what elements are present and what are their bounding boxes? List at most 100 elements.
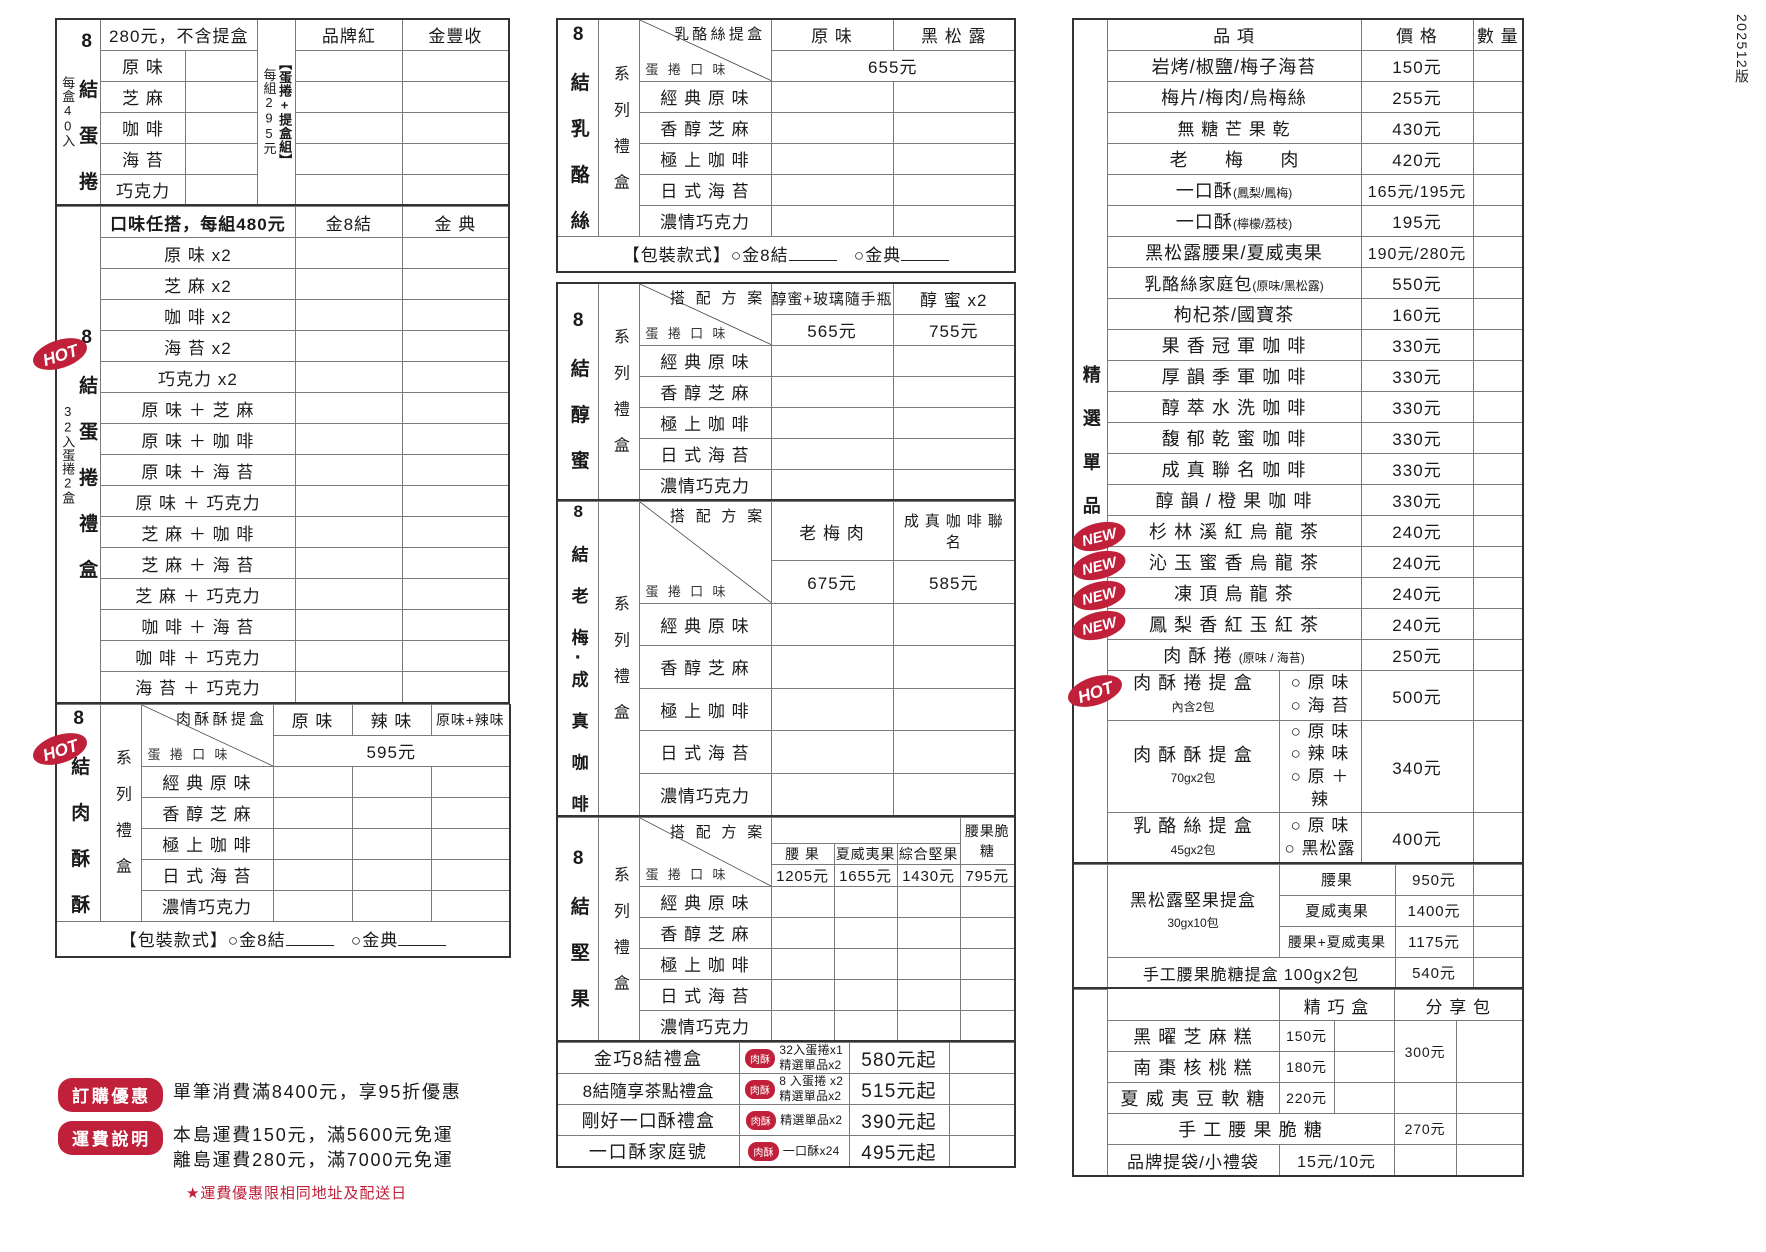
cheese-package-blank2[interactable] [901, 260, 950, 262]
meatfloss-qty-a-0[interactable] [272, 765, 353, 798]
giftbox-qty-a-1[interactable] [295, 268, 403, 300]
cake-share-2[interactable] [1393, 1082, 1457, 1115]
meatfloss-package-opt2[interactable]: ○金典 [350, 931, 399, 951]
cake-small-qty-0[interactable] [1333, 1020, 1395, 1053]
giftbox-qty-a-7[interactable] [295, 454, 403, 486]
giftbox-qty-a-4[interactable] [295, 361, 403, 393]
optitem-opt-1-2[interactable]: ○ 原 ＋ 辣 [1290, 767, 1350, 810]
cake-share-qty-2[interactable] [1455, 1082, 1524, 1115]
item-qty-9[interactable] [1472, 328, 1524, 361]
plum-qty-a-3[interactable] [770, 730, 894, 774]
honey-qty-a-4[interactable] [770, 468, 894, 501]
item-qty-10[interactable] [1472, 359, 1524, 392]
cheese-qty-a-3[interactable] [770, 173, 894, 206]
giftbox-qty-a-5[interactable] [295, 392, 403, 424]
nuts-qty-b-3[interactable] [833, 978, 898, 1011]
optitem-opt-2-1[interactable]: ○ 黑松露 [1284, 838, 1356, 858]
cheese-qty-b-1[interactable] [892, 111, 1016, 144]
cheese-package-blank1[interactable] [788, 260, 837, 262]
nuts-qty-d-4[interactable] [959, 1009, 1016, 1042]
truffle-qty-1[interactable] [1472, 894, 1524, 927]
optitem-opt-2-0[interactable]: ○ 原 味 [1290, 815, 1350, 835]
giftbox-qty-a-0[interactable] [295, 237, 403, 269]
eggroll-qty-gold-2[interactable] [401, 111, 510, 144]
eggroll-qty-plain-1[interactable] [185, 80, 258, 113]
truffle-qty-0[interactable] [1472, 863, 1524, 896]
giftbox-qty-b-2[interactable] [401, 299, 510, 331]
giftbox-qty-a-9[interactable] [295, 516, 403, 548]
eggroll-qty-brandred-4[interactable] [295, 173, 403, 206]
honey-qty-a-3[interactable] [770, 437, 894, 470]
meatfloss-qty-b-0[interactable] [351, 765, 432, 798]
nuts-qty-a-4[interactable] [770, 1009, 835, 1042]
optitem-options-0[interactable]: ○ 原 味 ○ 海 苔 [1278, 669, 1362, 721]
giftset-qty-1[interactable] [948, 1073, 1016, 1106]
giftbox-qty-b-11[interactable] [401, 578, 510, 610]
cake-share-qty-0[interactable] [1455, 1020, 1524, 1084]
giftbox-qty-b-9[interactable] [401, 516, 510, 548]
eggroll-qty-plain-3[interactable] [185, 142, 258, 175]
nuts-qty-c-2[interactable] [896, 947, 961, 980]
nuts-qty-a-1[interactable] [770, 916, 835, 949]
giftbox-qty-a-12[interactable] [295, 609, 403, 641]
cheese-qty-a-0[interactable] [770, 80, 894, 113]
nuts-qty-c-1[interactable] [896, 916, 961, 949]
honey-qty-b-1[interactable] [892, 375, 1016, 408]
meatfloss-qty-c-4[interactable] [430, 889, 511, 922]
giftbox-qty-b-0[interactable] [401, 237, 510, 269]
cheese-package-opt2[interactable]: ○金典 [853, 246, 902, 266]
plum-qty-b-1[interactable] [892, 645, 1016, 689]
nuts-qty-b-0[interactable] [833, 885, 898, 918]
item-qty-4[interactable] [1472, 173, 1524, 206]
optitem-opt-0-0[interactable]: ○ 原 味 [1290, 673, 1350, 693]
optitem-opt-1-0[interactable]: ○ 原 味 [1290, 721, 1350, 741]
giftbox-qty-a-10[interactable] [295, 547, 403, 579]
nuts-qty-d-3[interactable] [959, 978, 1016, 1011]
meatfloss-qty-b-3[interactable] [351, 858, 432, 891]
item-qty-0[interactable] [1472, 49, 1524, 82]
plum-qty-b-0[interactable] [892, 602, 1016, 647]
cake-share-qty-3[interactable] [1455, 1113, 1524, 1146]
meatfloss-package-blank2[interactable] [398, 945, 447, 947]
optitem-opt-0-1[interactable]: ○ 海 苔 [1290, 696, 1350, 715]
giftbox-qty-b-12[interactable] [401, 609, 510, 641]
honey-qty-a-0[interactable] [770, 344, 894, 377]
meatfloss-qty-b-4[interactable] [351, 889, 432, 922]
giftbox-qty-a-6[interactable] [295, 423, 403, 455]
giftbox-qty-b-13[interactable] [401, 640, 510, 672]
nuts-qty-a-0[interactable] [770, 885, 835, 918]
meatfloss-qty-c-2[interactable] [430, 827, 511, 860]
meatfloss-qty-c-0[interactable] [430, 765, 511, 798]
bag-qty-a[interactable] [1393, 1144, 1457, 1177]
item-qty-8[interactable] [1472, 297, 1524, 330]
truffle-qty-2[interactable] [1472, 925, 1524, 958]
item-qty-7[interactable] [1472, 266, 1524, 299]
plum-qty-a-1[interactable] [770, 645, 894, 689]
nuts-qty-b-4[interactable] [833, 1009, 898, 1042]
nuts-qty-b-1[interactable] [833, 916, 898, 949]
meatfloss-qty-a-4[interactable] [272, 889, 353, 922]
meatfloss-package-blank1[interactable] [285, 945, 334, 947]
eggroll-qty-plain-4[interactable] [185, 173, 258, 206]
nuts-qty-d-1[interactable] [959, 916, 1016, 949]
nuts-qty-c-3[interactable] [896, 978, 961, 1011]
giftset-qty-0[interactable] [948, 1042, 1016, 1075]
honey-qty-b-2[interactable] [892, 406, 1016, 439]
nuts-qty-c-4[interactable] [896, 1009, 961, 1042]
honey-qty-b-0[interactable] [892, 344, 1016, 377]
eggroll-qty-plain-0[interactable] [185, 49, 258, 82]
nuts-qty-d-0[interactable] [959, 885, 1016, 918]
giftbox-qty-a-14[interactable] [295, 671, 403, 703]
plum-qty-a-4[interactable] [770, 772, 894, 817]
item-qty-6[interactable] [1472, 235, 1524, 268]
giftset-qty-2[interactable] [948, 1104, 1016, 1137]
cheese-package-opt1[interactable]: ○金8結 [730, 246, 789, 266]
item-qty-18[interactable] [1472, 607, 1524, 640]
giftset-qty-3[interactable] [948, 1135, 1016, 1168]
meatfloss-package-opt1[interactable]: ○金8結 [227, 931, 286, 951]
giftbox-qty-b-6[interactable] [401, 423, 510, 455]
giftbox-qty-b-5[interactable] [401, 392, 510, 424]
cheese-qty-b-2[interactable] [892, 142, 1016, 175]
item-qty-15[interactable] [1472, 514, 1524, 547]
item-qty-11[interactable] [1472, 390, 1524, 423]
